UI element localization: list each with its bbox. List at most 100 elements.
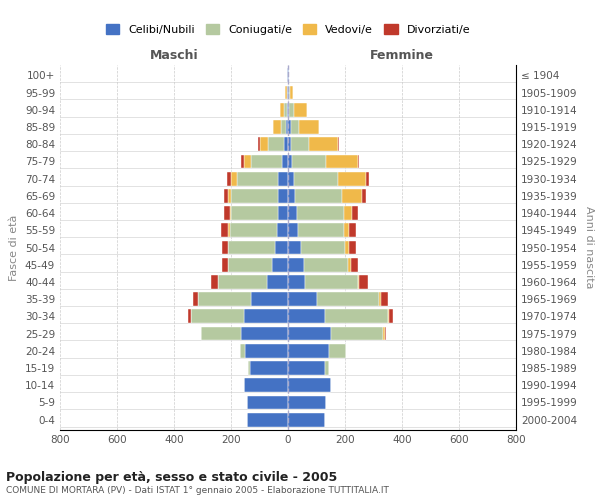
Bar	[325, 310, 388, 324]
Bar	[288, 138, 291, 151]
Bar	[191, 310, 244, 324]
Bar	[221, 224, 228, 237]
Bar	[291, 120, 299, 134]
Bar	[231, 172, 236, 185]
Bar	[288, 154, 292, 168]
Bar	[251, 292, 288, 306]
Bar	[211, 275, 218, 289]
Bar	[388, 310, 389, 324]
Bar	[218, 275, 266, 289]
Bar	[294, 103, 307, 117]
Bar	[251, 154, 283, 168]
Bar	[380, 292, 388, 306]
Bar	[288, 292, 317, 306]
Bar	[278, 172, 288, 185]
Bar	[287, 86, 288, 100]
Bar	[288, 120, 291, 134]
Bar	[223, 258, 228, 272]
Bar	[283, 154, 288, 168]
Bar	[288, 310, 325, 324]
Bar	[241, 154, 244, 168]
Bar	[344, 224, 349, 237]
Bar	[301, 240, 345, 254]
Bar	[224, 189, 228, 202]
Bar	[247, 396, 288, 409]
Bar	[266, 275, 288, 289]
Bar	[329, 344, 346, 358]
Bar	[228, 258, 272, 272]
Bar	[298, 224, 344, 237]
Bar	[325, 361, 329, 375]
Bar	[288, 172, 294, 185]
Bar	[310, 138, 338, 151]
Bar	[304, 258, 348, 272]
Bar	[198, 292, 251, 306]
Bar	[296, 206, 344, 220]
Bar	[288, 189, 295, 202]
Bar	[288, 240, 301, 254]
Bar	[342, 189, 362, 202]
Bar	[288, 258, 304, 272]
Bar	[358, 154, 359, 168]
Bar	[188, 310, 191, 324]
Bar	[305, 275, 358, 289]
Bar	[228, 240, 275, 254]
Text: COMUNE DI MORTARA (PV) - Dati ISTAT 1° gennaio 2005 - Elaborazione TUTTITALIA.IT: COMUNE DI MORTARA (PV) - Dati ISTAT 1° g…	[6, 486, 389, 495]
Bar	[223, 240, 228, 254]
Bar	[288, 378, 331, 392]
Bar	[258, 138, 260, 151]
Bar	[290, 86, 293, 100]
Bar	[228, 224, 230, 237]
Bar	[389, 310, 394, 324]
Bar	[359, 275, 368, 289]
Bar	[280, 103, 284, 117]
Bar	[292, 154, 326, 168]
Bar	[284, 138, 288, 151]
Bar	[288, 361, 325, 375]
Bar	[231, 206, 278, 220]
Bar	[350, 258, 358, 272]
Bar	[331, 326, 383, 340]
Bar	[326, 154, 358, 168]
Bar	[244, 310, 288, 324]
Y-axis label: Fasce di età: Fasce di età	[10, 214, 19, 280]
Bar	[248, 361, 250, 375]
Bar	[299, 120, 319, 134]
Bar	[230, 224, 277, 237]
Bar	[288, 206, 296, 220]
Bar	[287, 103, 288, 117]
Bar	[236, 172, 278, 185]
Bar	[349, 240, 356, 254]
Bar	[260, 138, 268, 151]
Bar	[295, 189, 342, 202]
Bar	[281, 120, 286, 134]
Bar	[278, 206, 288, 220]
Bar	[268, 138, 284, 151]
Bar	[385, 326, 386, 340]
Bar	[288, 326, 331, 340]
Bar	[250, 361, 288, 375]
Bar	[338, 172, 367, 185]
Bar	[231, 189, 278, 202]
Bar	[345, 240, 349, 254]
Bar	[285, 86, 287, 100]
Text: Femmine: Femmine	[370, 48, 434, 62]
Y-axis label: Anni di nascita: Anni di nascita	[584, 206, 594, 289]
Bar	[288, 224, 298, 237]
Bar	[358, 275, 359, 289]
Bar	[241, 326, 288, 340]
Legend: Celibi/Nubili, Coniugati/e, Vedovi/e, Divorziati/e: Celibi/Nubili, Coniugati/e, Vedovi/e, Di…	[101, 20, 475, 39]
Bar	[274, 120, 281, 134]
Bar	[362, 189, 367, 202]
Bar	[247, 413, 288, 426]
Bar	[244, 154, 251, 168]
Text: Popolazione per età, sesso e stato civile - 2005: Popolazione per età, sesso e stato civil…	[6, 471, 337, 484]
Bar	[193, 292, 198, 306]
Bar	[288, 275, 305, 289]
Bar	[227, 172, 231, 185]
Bar	[344, 206, 352, 220]
Bar	[317, 292, 379, 306]
Bar	[230, 206, 231, 220]
Bar	[291, 138, 310, 151]
Bar	[224, 206, 230, 220]
